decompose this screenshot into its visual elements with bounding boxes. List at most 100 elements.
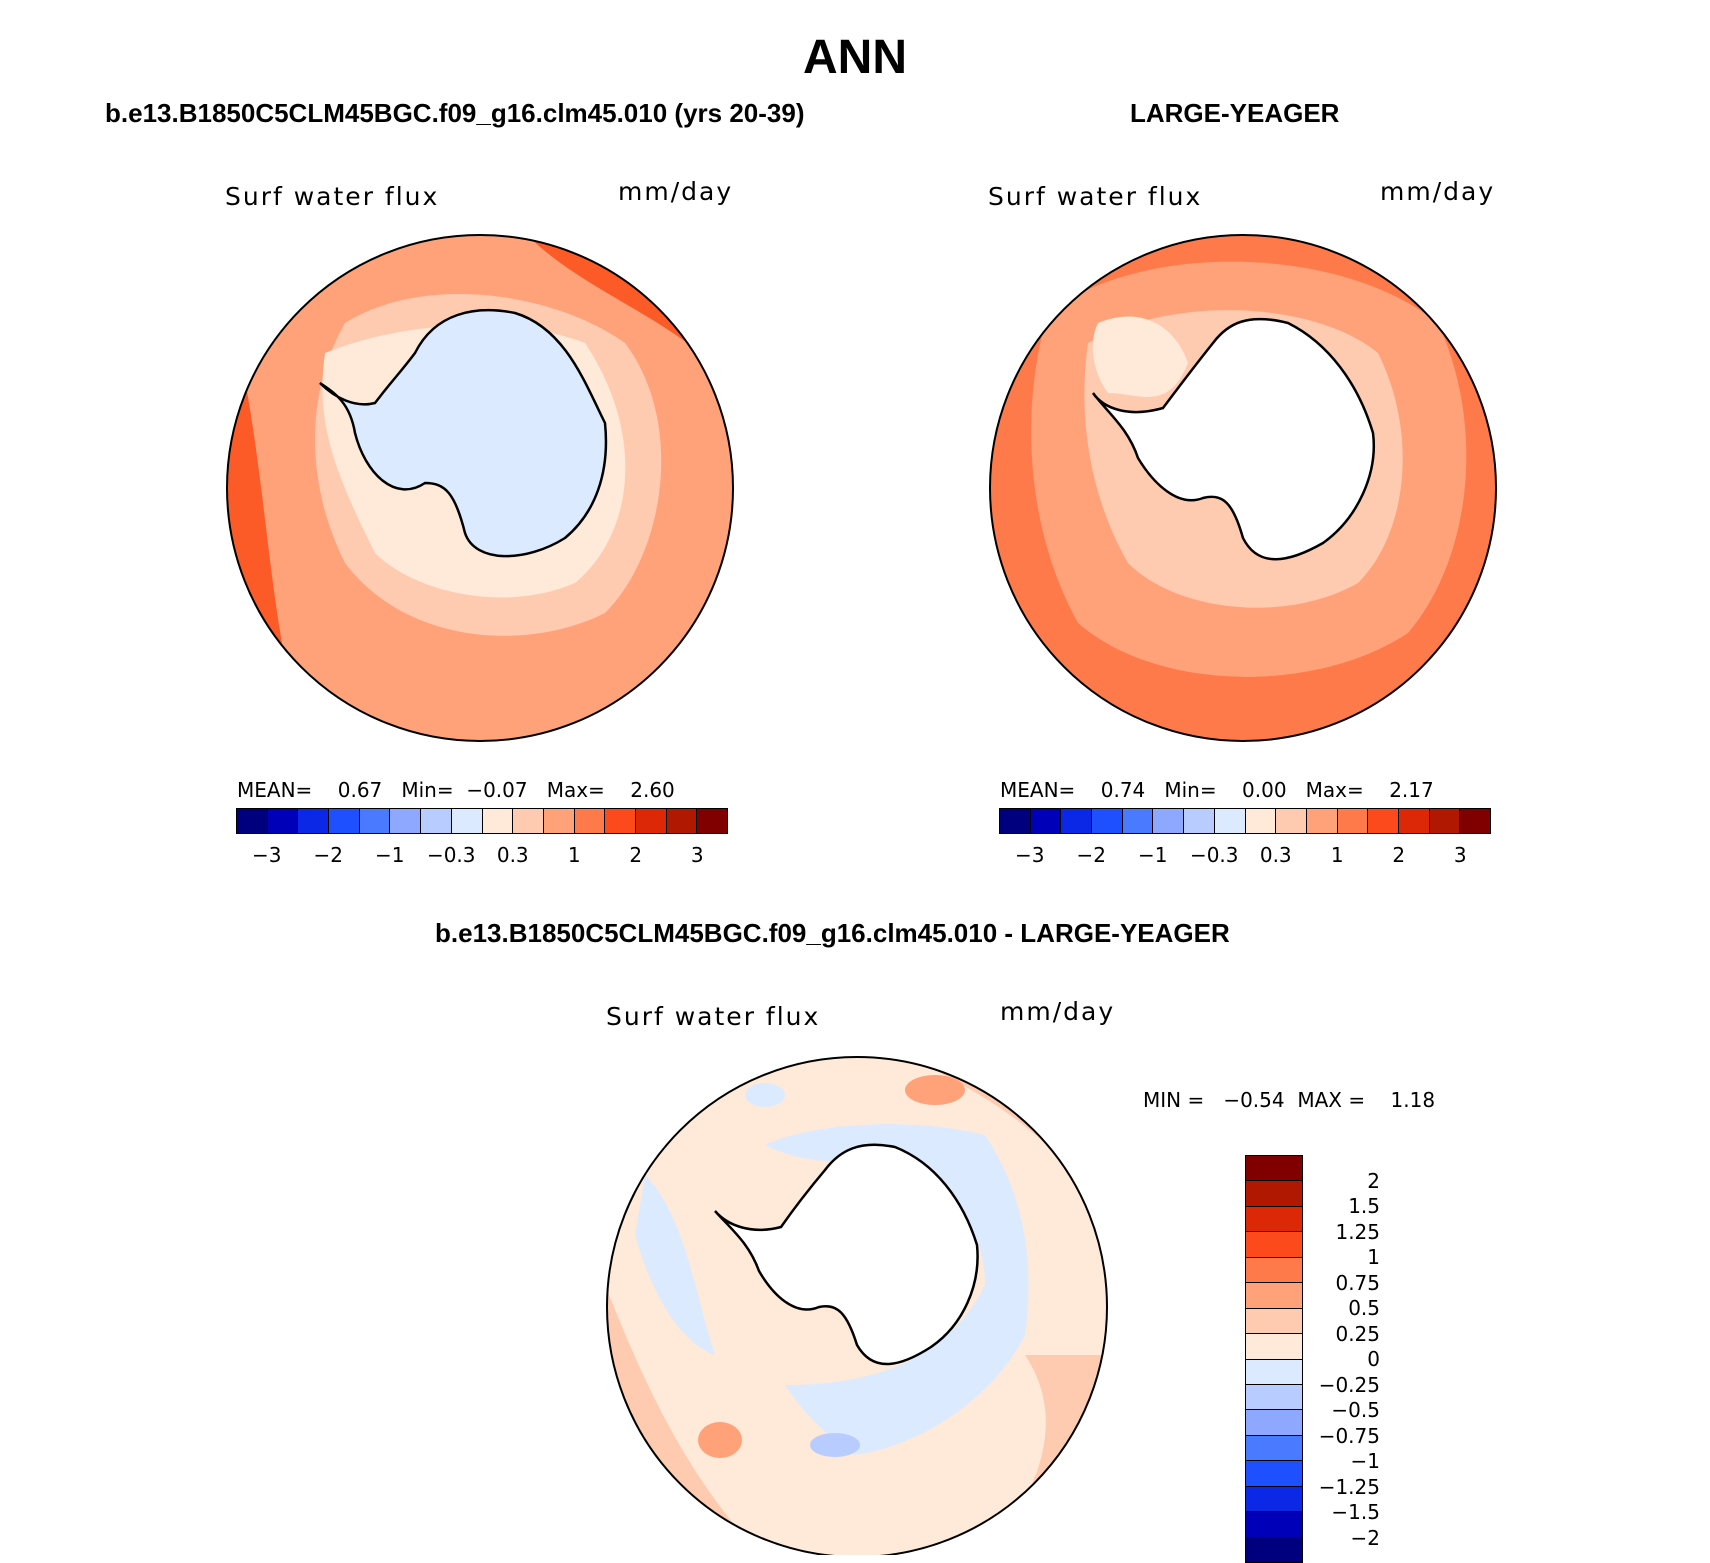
diff-positive-patch: [698, 1422, 742, 1458]
obs-mean-label: MEAN=: [1000, 778, 1076, 802]
colorbar-swatch: [574, 809, 606, 833]
model-min-value: −0.07: [466, 778, 528, 802]
obs-colorbar: [999, 808, 1491, 834]
colorbar-swatch: [1122, 809, 1154, 833]
model-case-title: b.e13.B1850C5CLM45BGC.f09_g16.clm45.010 …: [105, 98, 805, 128]
colorbar-swatch: [1246, 1257, 1302, 1284]
model-max-label: Max=: [546, 778, 605, 802]
colorbar-tick-label: −1.5: [1331, 1500, 1380, 1524]
colorbar-swatch: [1246, 1461, 1302, 1487]
colorbar-swatch: [1092, 809, 1123, 833]
model-max-value: 2.60: [630, 778, 675, 802]
colorbar-tick-label: 1.5: [1348, 1194, 1380, 1218]
colorbar-swatch: [1000, 809, 1031, 833]
colorbar-tick-label: 2: [1367, 1168, 1380, 1193]
colorbar-swatch: [1460, 809, 1490, 833]
obs-variable-label: Surf water flux: [988, 182, 1203, 211]
obs-min-label: Min=: [1164, 778, 1217, 802]
colorbar-swatch: [1153, 809, 1185, 833]
colorbar-tick-label: −3: [252, 843, 282, 867]
diff-colorbar: [1245, 1155, 1303, 1563]
colorbar-swatch: [1246, 1156, 1302, 1182]
colorbar-swatch: [1246, 1410, 1302, 1436]
colorbar-tick-label: 0.75: [1335, 1270, 1380, 1295]
colorbar-swatch: [1306, 809, 1338, 833]
colorbar-swatch: [666, 809, 698, 833]
colorbar-swatch: [1245, 809, 1277, 833]
colorbar-tick-label: 1: [1367, 1245, 1380, 1269]
colorbar-swatch: [267, 809, 299, 833]
diff-variable-label: Surf water flux: [606, 1002, 821, 1031]
diff-max-label: MAX =: [1297, 1088, 1366, 1112]
colorbar-swatch: [605, 809, 636, 833]
colorbar-tick-label: 0.25: [1335, 1321, 1380, 1346]
obs-colorbar-ticks: −3 −2 −1 −0.3 0.3 1 2 3: [999, 843, 1491, 869]
colorbar-swatch: [1398, 809, 1430, 833]
colorbar-swatch: [635, 809, 667, 833]
model-mean-value: 0.67: [337, 778, 383, 802]
colorbar-swatch: [390, 809, 422, 833]
colorbar-swatch: [1368, 809, 1399, 833]
plot-title: ANN: [803, 31, 907, 84]
obs-stats: MEAN= 0.74 Min= 0.00 Max= 2.17: [1000, 778, 1434, 802]
colorbar-tick-label: 1: [1330, 843, 1344, 867]
colorbar-swatch: [1061, 809, 1093, 833]
colorbar-swatch: [1276, 809, 1307, 833]
colorbar-swatch: [1337, 809, 1369, 833]
colorbar-tick-label: −0.5: [1331, 1398, 1380, 1422]
colorbar-tick-label: −1: [1138, 843, 1168, 867]
obs-case-title: LARGE-YEAGER: [1130, 98, 1340, 128]
colorbar-tick-label: −0.25: [1318, 1372, 1380, 1397]
colorbar-swatch: [359, 809, 391, 833]
model-colorbar: [236, 808, 728, 834]
colorbar-swatch: [1246, 1486, 1302, 1513]
model-stats: MEAN= 0.67 Min= −0.07 Max= 2.60: [237, 778, 675, 802]
colorbar-swatch: [1246, 1181, 1302, 1207]
colorbar-swatch: [1030, 809, 1062, 833]
model-units-label: mm/day: [618, 177, 734, 206]
diff-units-label: mm/day: [1000, 997, 1116, 1026]
colorbar-tick-label: 0.3: [496, 843, 529, 867]
colorbar-swatch: [697, 809, 727, 833]
model-variable-label: Surf water flux: [225, 182, 440, 211]
diff-min-value: −0.54: [1223, 1088, 1285, 1112]
colorbar-tick-label: 0.5: [1348, 1296, 1380, 1320]
obs-mean-value: 0.74: [1100, 778, 1146, 802]
colorbar-tick-label: 1: [567, 843, 581, 867]
colorbar-tick-label: −0.75: [1318, 1423, 1380, 1448]
colorbar-tick-label: −0.3: [1189, 843, 1239, 867]
colorbar-swatch: [421, 809, 452, 833]
colorbar-swatch: [1246, 1435, 1302, 1462]
diff-stats: MIN = −0.54 MAX = 1.18: [1143, 1088, 1435, 1112]
colorbar-tick-label: 0.3: [1259, 843, 1292, 867]
colorbar-swatch: [1246, 1308, 1302, 1335]
colorbar-tick-label: −2: [1350, 1525, 1380, 1550]
diff-max-value: 1.18: [1390, 1088, 1436, 1112]
colorbar-swatch: [1246, 1232, 1302, 1258]
colorbar-swatch: [237, 809, 268, 833]
colorbar-swatch: [1246, 1384, 1302, 1411]
colorbar-tick-label: −1: [375, 843, 405, 867]
colorbar-tick-label: −3: [1015, 843, 1045, 867]
colorbar-tick-label: 1.25: [1335, 1219, 1380, 1244]
colorbar-swatch: [1184, 809, 1215, 833]
colorbar-swatch: [543, 809, 575, 833]
colorbar-tick-label: 0: [1367, 1347, 1380, 1371]
colorbar-tick-label: −1.25: [1318, 1474, 1380, 1499]
colorbar-swatch: [451, 809, 483, 833]
obs-polar-map: [989, 234, 1497, 742]
colorbar-swatch: [329, 809, 360, 833]
diff-colorbar-ticks: 2 1.5 1.25 1 0.75 0.5 0.25 0 −0.25 −0.5 −0.75 −1 −1.…: [1290, 1155, 1400, 1563]
colorbar-swatch: [1246, 1283, 1302, 1309]
colorbar-swatch: [1214, 809, 1246, 833]
obs-units-label: mm/day: [1380, 177, 1496, 206]
colorbar-swatch: [1246, 1359, 1302, 1385]
colorbar-tick-label: 2: [629, 843, 643, 867]
diff-case-title: b.e13.B1850C5CLM45BGC.f09_g16.clm45.010 …: [435, 918, 1230, 948]
colorbar-tick-label: −1: [1350, 1449, 1380, 1473]
colorbar-swatch: [1246, 1512, 1302, 1538]
model-polar-map: [226, 234, 734, 742]
diff-polar-map: [606, 1056, 1108, 1555]
colorbar-swatch: [482, 809, 514, 833]
model-mean-label: MEAN=: [237, 778, 313, 802]
